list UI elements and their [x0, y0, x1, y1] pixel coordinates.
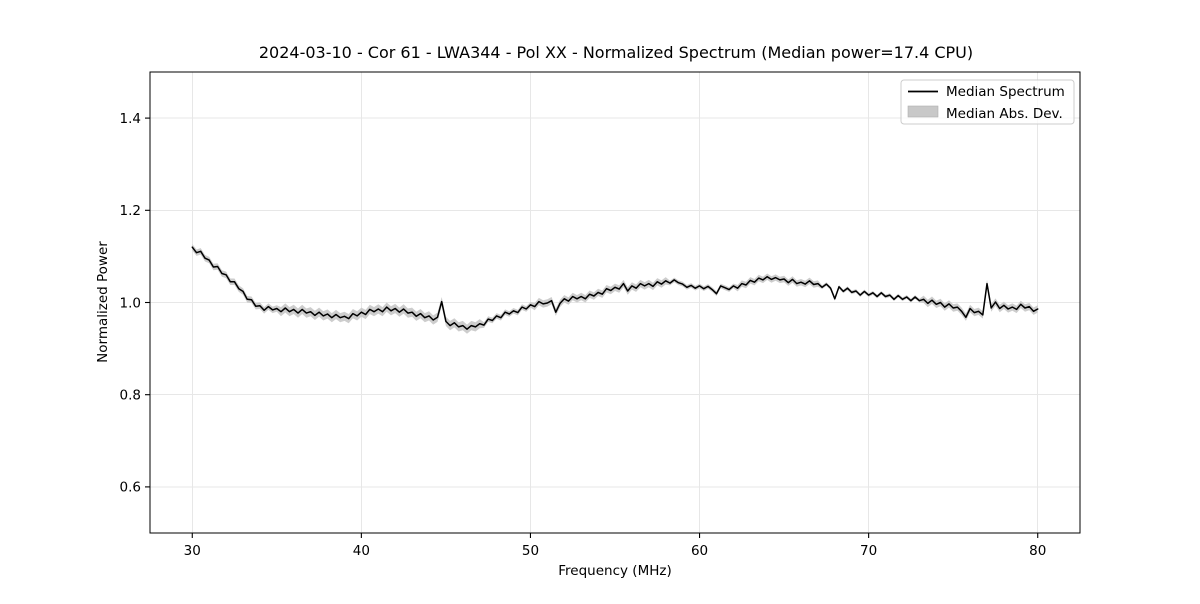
x-axis-label: Frequency (MHz): [558, 563, 671, 579]
x-tick-label: 80: [1029, 543, 1046, 559]
median-spectrum-line: [191, 246, 1039, 330]
x-tick-label: 60: [691, 543, 708, 559]
y-tick-label: 1.2: [120, 203, 141, 219]
legend: Median Spectrum Median Abs. Dev.: [900, 79, 1075, 125]
legend-patch-swatch: [907, 105, 939, 118]
x-tick-label: 30: [184, 543, 201, 559]
legend-label-median-spectrum: Median Spectrum: [946, 84, 1065, 100]
chart-title: 2024-03-10 - Cor 61 - LWA344 - Pol XX - …: [259, 43, 973, 62]
y-tick-label: 0.6: [120, 480, 141, 496]
y-tick-label: 1.0: [120, 295, 141, 311]
x-tick-label: 40: [353, 543, 370, 559]
x-tick-label: 50: [522, 543, 539, 559]
legend-label-median-abs-dev: Median Abs. Dev.: [946, 106, 1063, 122]
legend-box: [900, 79, 1075, 125]
median-abs-dev-band: [192, 244, 1038, 334]
y-tick-label: 1.4: [120, 111, 141, 127]
x-tick-label: 70: [860, 543, 877, 559]
ticks-layer: 30 40 50 60 70 80 0.6 0.8 1.0 1.2 1.4: [120, 111, 1047, 559]
y-axis-label: Normalized Power: [95, 241, 111, 363]
y-tick-label: 0.8: [120, 388, 141, 404]
